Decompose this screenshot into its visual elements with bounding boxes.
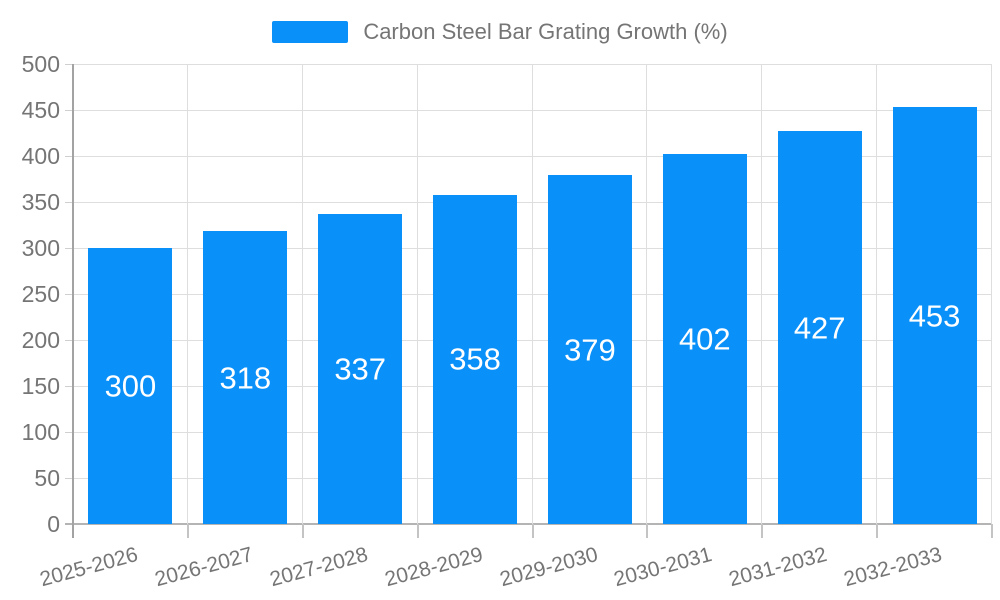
gridline-horizontal — [73, 432, 992, 433]
bar-2029-2030[interactable] — [547, 175, 632, 524]
gridline-horizontal — [73, 64, 992, 65]
gridline-vertical — [531, 64, 533, 524]
bar-value-label: 402 — [678, 321, 731, 357]
gridline-horizontal — [73, 386, 992, 387]
y-axis-label: 250 — [21, 281, 60, 307]
gridline-horizontal — [73, 294, 992, 295]
x-axis-tick — [761, 524, 764, 538]
x-axis-label: 2030-2031 — [611, 543, 715, 592]
x-axis-tick — [416, 524, 419, 538]
x-axis-line — [65, 523, 992, 525]
gridline-vertical — [876, 64, 878, 524]
y-axis-label: 300 — [21, 235, 60, 261]
y-axis-label: 0 — [47, 511, 60, 537]
bar-value-label: 358 — [449, 341, 501, 377]
bar-value-label: 318 — [219, 360, 272, 396]
y-axis-label: 100 — [21, 419, 60, 445]
bar-2026-2027[interactable] — [203, 231, 288, 524]
gridline-vertical — [991, 64, 992, 524]
x-axis-tick — [186, 524, 189, 538]
y-axis-tick — [65, 110, 73, 111]
bar-2028-2029[interactable] — [433, 194, 518, 524]
legend-label: Carbon Steel Bar Grating Growth (%) — [363, 19, 728, 44]
y-axis-label: 400 — [21, 143, 60, 169]
y-axis-tick — [65, 248, 73, 249]
y-axis-tick — [65, 156, 73, 157]
x-axis-tick — [531, 524, 534, 538]
x-axis-label: 2025-2026 — [37, 543, 141, 592]
y-axis-label: 200 — [21, 327, 60, 353]
bar-value-label: 300 — [104, 368, 157, 404]
gridline-horizontal — [73, 202, 992, 203]
gridline-vertical — [416, 64, 418, 524]
y-axis-tick — [65, 294, 73, 295]
bar-value-label: 427 — [793, 310, 846, 346]
x-axis-label: 2028-2029 — [382, 543, 486, 592]
x-axis-label: 2029-2030 — [496, 543, 600, 592]
x-axis-label: 2032-2033 — [841, 543, 945, 592]
legend-swatch-icon — [272, 21, 349, 43]
bar-2027-2028[interactable] — [318, 213, 403, 524]
bar-2030-2031[interactable] — [662, 154, 747, 524]
x-axis-label: 2031-2032 — [726, 543, 830, 592]
y-axis-label: 500 — [21, 51, 60, 77]
x-axis-tick — [876, 524, 879, 538]
gridline-vertical — [761, 64, 763, 524]
y-axis-label: 450 — [21, 97, 60, 123]
y-axis-label: 150 — [21, 373, 60, 399]
y-axis-tick — [65, 386, 73, 387]
legend[interactable]: Carbon Steel Bar Grating Growth (%) — [0, 16, 1000, 48]
gridline-vertical — [186, 64, 188, 524]
x-axis-label: 2026-2027 — [152, 543, 256, 592]
bar-2031-2032[interactable] — [777, 131, 862, 524]
gridline-horizontal — [73, 110, 992, 111]
bar-value-label: 379 — [564, 332, 616, 368]
y-axis-tick — [65, 340, 73, 341]
gridline-vertical — [301, 64, 303, 524]
x-axis-tick — [646, 524, 649, 538]
bar-value-label: 453 — [908, 298, 961, 334]
gridline-horizontal — [73, 248, 992, 249]
gridline-horizontal — [73, 340, 992, 341]
x-axis-label: 2027-2028 — [267, 543, 371, 592]
x-axis-tick — [991, 524, 993, 538]
y-axis-tick — [65, 478, 73, 479]
plot-area: 0 50 100 150 200 250 300 350 400 450 500 300 2025-20… — [22, 51, 993, 591]
y-axis-tick — [65, 202, 73, 203]
gridline-horizontal — [73, 156, 992, 157]
gridline-vertical — [646, 64, 648, 524]
y-axis-label: 50 — [34, 465, 60, 491]
bar-2025-2026[interactable] — [88, 248, 173, 524]
bar-2032-2033[interactable] — [892, 107, 977, 524]
x-axis-tick — [301, 524, 304, 538]
y-axis-tick — [65, 432, 73, 433]
y-axis-label: 350 — [21, 189, 60, 215]
bar-value-label: 337 — [334, 351, 387, 387]
y-axis-line — [72, 64, 74, 538]
gridline-horizontal — [73, 478, 992, 479]
y-axis-tick — [65, 64, 73, 65]
